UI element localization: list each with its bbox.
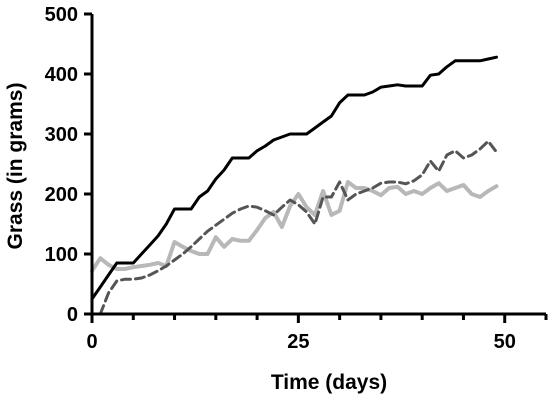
axes-layer [90,14,546,316]
y-tick-label: 400 [45,64,78,86]
y-ticks: 0 100 200 300 400 500 [45,4,92,326]
y-tick-label: 300 [45,124,78,146]
x-ticks: 0 25 50 [86,314,548,353]
series-line-2 [98,139,498,316]
x-tick-label: 50 [494,331,516,353]
x-tick-label: 25 [287,331,309,353]
series-line-3 [90,180,499,273]
y-tick-label: 500 [45,4,78,26]
x-tick-label: 0 [86,331,97,353]
y-tick-label: 200 [45,184,78,206]
y-axis-title: Grass (in grams) [4,83,27,250]
x-axis-title: Time (days) [271,371,387,394]
y-tick-label: 0 [67,304,78,326]
series-line-1 [90,55,498,301]
y-tick-label: 100 [45,244,78,266]
series-layer [90,55,499,316]
